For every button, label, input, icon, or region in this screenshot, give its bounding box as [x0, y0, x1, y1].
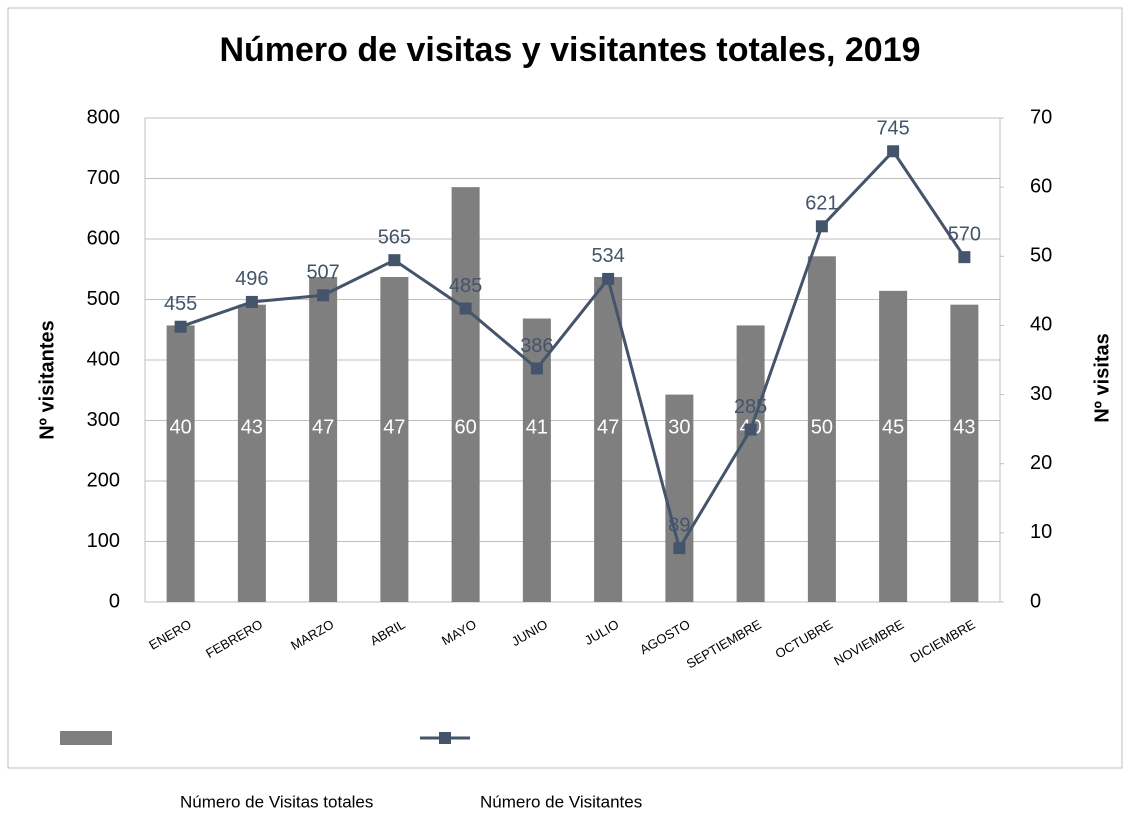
y2-tick-label: 30 — [1030, 383, 1052, 405]
y-tick-label: 700 — [87, 167, 120, 189]
y2-tick-label: 20 — [1030, 452, 1052, 474]
y-tick-label: 300 — [87, 409, 120, 431]
line-marker — [530, 362, 543, 375]
chart-title: Número de visitas y visitantes totales, … — [219, 31, 920, 69]
legend-swatch-marker — [439, 732, 451, 744]
line-marker — [815, 220, 828, 233]
bar-value-label: 47 — [312, 416, 334, 438]
line-value-label: 496 — [235, 268, 268, 290]
bar-value-label: 47 — [383, 416, 405, 438]
y-tick-label: 0 — [109, 590, 120, 612]
bar — [309, 277, 338, 602]
line — [180, 148, 966, 552]
legend-swatch — [60, 731, 112, 745]
line-value-label: 621 — [805, 193, 838, 215]
bar — [950, 304, 979, 602]
bar-value-label: 43 — [953, 416, 975, 438]
line-marker — [887, 145, 900, 158]
line-value-label: 534 — [591, 245, 624, 267]
legend-label: Número de Visitantes — [480, 792, 642, 811]
line-marker — [602, 272, 615, 285]
y-tick-label: 600 — [87, 227, 120, 249]
line-value-label: 285 — [734, 396, 767, 418]
y2-tick-label: 50 — [1030, 245, 1052, 267]
bar — [736, 325, 765, 602]
y2-tick-label: 60 — [1030, 175, 1052, 197]
bar — [380, 277, 409, 602]
bar-value-label: 30 — [668, 416, 690, 438]
bar-value-label: 43 — [241, 416, 263, 438]
y2-tick-label: 0 — [1030, 590, 1041, 612]
y-tick-label: 800 — [87, 106, 120, 128]
bar-value-label: 50 — [811, 416, 833, 438]
line-marker — [958, 251, 971, 264]
bar-value-label: 45 — [882, 416, 904, 438]
y2-tick-label: 70 — [1030, 106, 1052, 128]
line-marker — [245, 295, 258, 308]
y-tick-label: 100 — [87, 530, 120, 552]
line-marker — [174, 320, 187, 333]
line-marker — [388, 254, 401, 267]
bar — [594, 277, 623, 602]
line-marker — [673, 542, 686, 555]
line-value-label: 485 — [449, 275, 482, 297]
bar-value-label: 40 — [170, 416, 192, 438]
bar-value-label: 47 — [597, 416, 619, 438]
legend-label: Número de Visitas totales — [180, 792, 373, 811]
line-value-label: 570 — [948, 223, 981, 245]
bar — [451, 187, 480, 602]
bar — [665, 394, 694, 602]
line-value-label: 565 — [378, 226, 411, 248]
line-value-label: 745 — [876, 118, 909, 140]
bar — [807, 256, 836, 602]
bar — [237, 304, 266, 602]
bar-value-label: 41 — [526, 416, 548, 438]
bar — [166, 325, 195, 602]
line-marker — [744, 423, 757, 436]
bar-value-label: 60 — [455, 416, 477, 438]
y-tick-label: 200 — [87, 469, 120, 491]
y2-tick-label: 10 — [1030, 521, 1052, 543]
y-tick-label: 500 — [87, 288, 120, 310]
y-axis-label: Nº visitantes — [36, 320, 58, 440]
y-tick-label: 400 — [87, 348, 120, 370]
line-value-label: 455 — [164, 293, 197, 315]
bar — [879, 290, 908, 602]
line-value-label: 89 — [668, 514, 690, 536]
line-value-label: 386 — [520, 335, 553, 357]
y2-axis-label: Nº visitas — [1091, 333, 1113, 423]
line-value-label: 507 — [306, 262, 339, 284]
line-marker — [317, 289, 330, 302]
y2-tick-label: 40 — [1030, 314, 1052, 336]
line-marker — [459, 302, 472, 315]
